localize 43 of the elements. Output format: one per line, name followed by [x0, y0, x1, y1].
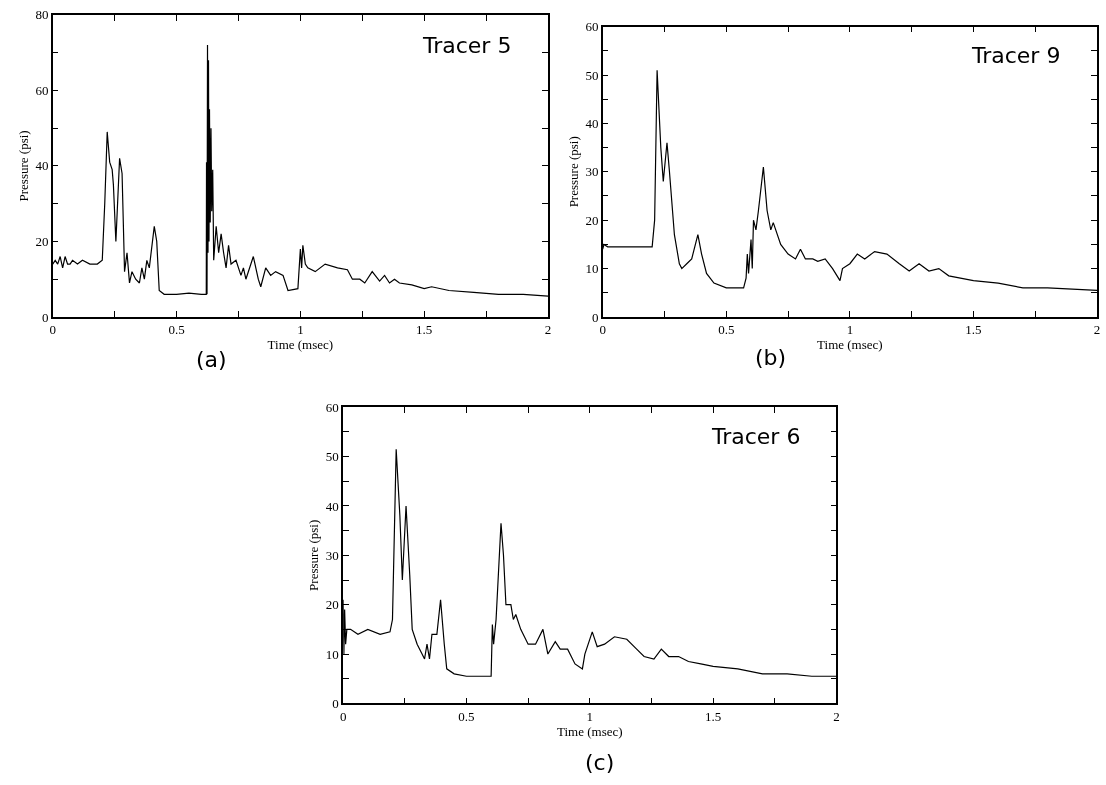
y-tick-label: 0	[332, 695, 339, 711]
y-tick-label: 50	[325, 449, 339, 465]
x-tick-label: 2	[1093, 322, 1101, 338]
x-tick-label: 0.5	[458, 708, 475, 724]
y-tick-label: 40	[585, 115, 599, 131]
y-tick-label: 50	[585, 67, 599, 83]
y-axis-title: Pressure (psi)	[15, 130, 31, 202]
x-tick-label: 1	[846, 322, 854, 338]
y-tick-label: 20	[35, 233, 49, 249]
annotation: Tracer 5	[422, 33, 512, 58]
y-tick-label: 40	[35, 158, 49, 174]
y-tick-label: 30	[585, 164, 599, 180]
annotation: Tracer 9	[971, 43, 1061, 68]
x-tick-label: 0.5	[718, 322, 735, 338]
y-tick-label: 20	[585, 212, 599, 228]
annotation: Tracer 6	[711, 424, 801, 449]
y-tick-label: 0	[591, 309, 599, 325]
x-tick-label: 1.5	[705, 708, 722, 724]
y-tick-label: 20	[325, 597, 339, 613]
x-axis-title: Time (msec)	[817, 337, 883, 353]
x-axis-title: Time (msec)	[556, 723, 623, 739]
y-tick-label: 60	[585, 19, 599, 35]
y-tick-label: 30	[325, 547, 339, 563]
text: (a)	[196, 347, 227, 372]
x-tick-label: 1	[586, 708, 594, 724]
y-axis-title: Pressure (psi)	[565, 136, 581, 208]
y-tick-label: 80	[35, 7, 49, 23]
y-tick-label: 60	[325, 399, 339, 415]
y-tick-label: 40	[325, 498, 339, 514]
x-tick-label: 1.5	[416, 322, 433, 338]
text: (c)	[585, 750, 615, 775]
x-axis-title: Time (msec)	[267, 337, 334, 353]
x-tick-label: 0.5	[168, 322, 185, 338]
y-axis-title: Pressure (psi)	[306, 519, 322, 591]
y-tick-label: 60	[35, 82, 49, 98]
text: (b)	[755, 345, 787, 370]
x-tick-label: 1.5	[965, 322, 982, 338]
y-tick-label: 10	[325, 646, 339, 662]
y-tick-label: 0	[41, 309, 49, 325]
y-tick-label: 10	[585, 261, 599, 277]
x-tick-label: 2	[544, 322, 552, 338]
x-tick-label: 1	[297, 322, 304, 338]
x-tick-label: 2	[833, 708, 840, 724]
